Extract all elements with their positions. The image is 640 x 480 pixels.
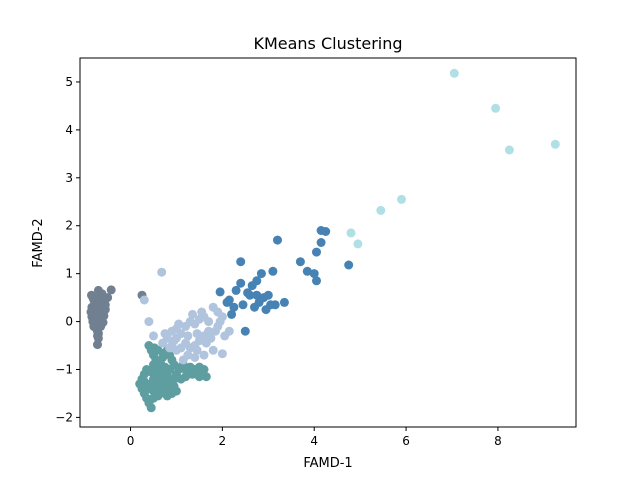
x-tick-label: 6	[402, 434, 410, 448]
cluster-3-point-27	[312, 247, 321, 257]
cluster-1-point-39	[194, 372, 204, 382]
cluster-3-point-22	[279, 297, 289, 307]
cluster-1-point-17	[146, 403, 156, 413]
cluster-4-point-6	[504, 145, 514, 155]
cluster-2-point-37	[165, 343, 175, 353]
cluster-1-point-43	[162, 391, 172, 401]
cluster-2-point-47	[174, 319, 184, 329]
cluster-2-point-41	[211, 326, 220, 336]
x-axis-label: FAMD-1	[303, 456, 352, 471]
cluster-3-point-3	[229, 302, 239, 312]
cluster-1-point-68	[181, 372, 191, 382]
cluster-4-point-0	[346, 228, 356, 238]
y-tick-label: 1	[65, 267, 73, 281]
cluster-1-point-61	[146, 367, 156, 377]
y-tick-label: −2	[55, 410, 73, 424]
cluster-3-point-26	[312, 276, 321, 286]
cluster-3-point-17	[263, 290, 273, 300]
cluster-2-point-28	[188, 309, 197, 319]
cluster-3-point-33	[243, 288, 253, 298]
cluster-1-point-37	[199, 365, 209, 374]
y-tick-label: 2	[65, 219, 73, 233]
x-tick-label: 8	[494, 434, 502, 448]
cluster-3-point-29	[316, 238, 326, 247]
cluster-3-point-20	[270, 300, 280, 310]
cluster-2-point-32	[199, 350, 209, 360]
y-tick-label: 0	[65, 315, 73, 329]
cluster-3-point-4	[231, 285, 241, 295]
cluster-2-point-2	[157, 267, 167, 277]
x-tick-label: 2	[219, 434, 227, 448]
cluster-3-point-8	[240, 326, 250, 336]
cluster-1-point-69	[169, 381, 179, 391]
cluster-3-point-25	[309, 269, 319, 279]
cluster-2-point-44	[215, 317, 225, 327]
cluster-2-point-29	[197, 307, 207, 317]
cluster-3-point-6	[236, 257, 246, 267]
cluster-3-point-24	[302, 266, 312, 276]
cluster-1-point-71	[162, 369, 172, 379]
cluster-1-point-66	[149, 386, 158, 396]
y-tick-label: −1	[55, 362, 73, 376]
cluster-1-point-73	[149, 343, 159, 353]
cluster-3-point-2	[224, 295, 234, 305]
cluster-2-point-3	[149, 331, 158, 341]
cluster-2-point-35	[178, 355, 188, 365]
cluster-4-point-4	[449, 68, 459, 78]
cluster-2-point-43	[224, 326, 234, 336]
cluster-2-point-40	[206, 333, 216, 343]
cluster-1-point-57	[149, 360, 158, 370]
cluster-3-point-32	[227, 309, 237, 319]
cluster-0-point-41	[106, 285, 116, 295]
cluster-3-point-30	[321, 227, 331, 236]
cluster-4-point-7	[550, 139, 560, 149]
cluster-2-point-46	[169, 336, 179, 346]
cluster-3-point-0	[215, 287, 225, 297]
cluster-4-point-5	[491, 103, 501, 113]
cluster-2-point-14	[204, 317, 214, 327]
cluster-0-point-39	[93, 296, 103, 306]
cluster-3-point-34	[252, 290, 262, 300]
cluster-3-point-5	[236, 278, 246, 288]
x-axis: 0 2 4 6 8	[127, 427, 502, 448]
cluster-3-point-14	[256, 269, 266, 279]
cluster-2-point-45	[160, 329, 170, 339]
cluster-1-point-64	[158, 379, 168, 389]
cluster-2-point-49	[192, 345, 202, 355]
y-axis-label: FAMD-2	[31, 218, 46, 267]
cluster-4-point-2	[376, 205, 386, 215]
cluster-2-point-33	[190, 353, 200, 362]
cluster-1-point-40	[188, 369, 197, 379]
cluster-1-point-60	[139, 377, 149, 386]
cluster-2-point-1	[144, 317, 154, 327]
cluster-2-point-38	[192, 329, 202, 339]
cluster-0-point-42	[93, 340, 102, 350]
cluster-3-point-19	[268, 266, 278, 276]
cluster-2-point-30	[217, 349, 227, 359]
x-tick-label: 0	[127, 434, 135, 448]
cluster-1-point-56	[160, 362, 170, 372]
cluster-3-point-7	[238, 300, 248, 310]
y-tick-label: 5	[65, 75, 73, 89]
cluster-4-point-1	[353, 239, 363, 249]
cluster-0-point-40	[93, 285, 103, 295]
plot-points	[86, 68, 560, 413]
cluster-1-point-38	[201, 372, 211, 382]
y-tick-label: 4	[65, 123, 73, 137]
plot-frame	[79, 57, 577, 428]
cluster-3-point-31	[344, 260, 354, 270]
cluster-2-point-0	[139, 295, 149, 305]
cluster-3-point-12	[252, 276, 262, 286]
cluster-2-point-48	[183, 331, 193, 341]
cluster-3-point-23	[295, 257, 305, 267]
cluster-2-point-31	[208, 345, 218, 355]
cluster-4-point-3	[397, 194, 406, 204]
y-tick-label: 3	[65, 171, 73, 185]
x-tick-label: 4	[310, 434, 318, 448]
y-axis: −2 −1 0 1 2 3 4 5	[55, 75, 80, 424]
chart-title: KMeans Clustering	[253, 34, 402, 53]
cluster-0-point-37	[93, 319, 103, 329]
cluster-3-point-21	[273, 235, 282, 245]
